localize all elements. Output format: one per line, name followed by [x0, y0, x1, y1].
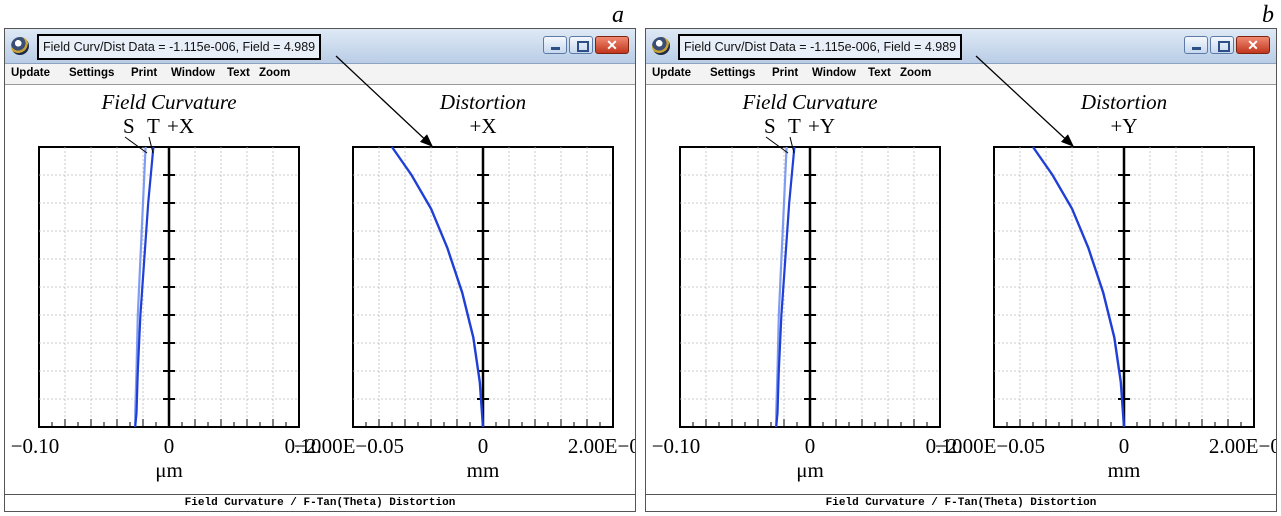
minimize-icon — [1185, 37, 1207, 53]
x-axis-label: mm — [467, 458, 500, 482]
legend-label-t: T — [147, 114, 160, 138]
panel-letter-b: b — [1262, 2, 1274, 28]
minimize-button[interactable] — [543, 36, 567, 54]
close-button[interactable]: ✕ — [595, 36, 629, 54]
tick-label: 0 — [1119, 434, 1130, 458]
tick-label: −0.10 — [652, 434, 701, 458]
distortion-plot: Distortion+X −2.00E−0.05 0 2.00E−0.05 mm — [294, 90, 666, 482]
axis-direction-label: +Y — [1110, 114, 1137, 138]
menu-text[interactable]: Text — [227, 67, 250, 79]
x-axis-label: mm — [1108, 458, 1141, 482]
plot-title: Field Curvature — [741, 90, 877, 114]
tick-label: 0 — [478, 434, 489, 458]
plot-area: Field Curvature S T +X −0.10 0 0.10 μm Distortio… — [5, 85, 666, 495]
menu-update[interactable]: Update — [652, 67, 691, 79]
legend-label-s: S — [123, 114, 135, 138]
titlebar[interactable]: Field Curv/Dist Data = -1.115e-006, Fiel… — [5, 29, 635, 64]
tick-label: −0.10 — [11, 434, 60, 458]
zemax-app-icon[interactable] — [652, 37, 670, 55]
menu-zoom[interactable]: Zoom — [259, 67, 291, 79]
tick-label: 2.00E−0.05 — [1209, 434, 1276, 458]
status-bar: Field Curvature / F-Tan(Theta) Distortio… — [5, 494, 635, 511]
menu-text[interactable]: Text — [868, 67, 891, 79]
window-a: Field Curv/Dist Data = -1.115e-006, Fiel… — [4, 28, 666, 512]
titlebar[interactable]: Field Curv/Dist Data = -1.115e-006, Fiel… — [646, 29, 1276, 64]
window-title: Field Curv/Dist Data = -1.115e-006, Fiel… — [37, 34, 322, 60]
series-line-s — [134, 146, 147, 427]
minimize-icon — [544, 37, 566, 53]
series-line-s — [775, 146, 788, 427]
status-bar: Field Curvature / F-Tan(Theta) Distortio… — [646, 494, 1276, 511]
x-axis-label: μm — [796, 458, 824, 482]
menu-print[interactable]: Print — [131, 67, 158, 79]
legend-label-t: T — [788, 114, 801, 138]
window-b: Field Curv/Dist Data = -1.115e-006, Fiel… — [645, 28, 1281, 512]
maximize-icon — [1211, 37, 1233, 53]
tick-label: 2.00E−0.05 — [568, 434, 635, 458]
series-line-t — [775, 146, 796, 428]
series-line-t — [134, 146, 155, 428]
plot-area: Field Curvature S T +Y −0.10 0 0.10 μm Distortio… — [646, 85, 1281, 495]
plot-title: Distortion — [439, 90, 526, 114]
tick-label: 0.10 — [285, 434, 322, 458]
menu-zoom[interactable]: Zoom — [900, 67, 932, 79]
tick-label: 0 — [805, 434, 816, 458]
menu-window[interactable]: Window — [812, 67, 856, 79]
menubar: Update Settings Print Window Text Zoom — [5, 64, 635, 85]
axis-direction-label: +X — [469, 114, 496, 138]
maximize-icon — [570, 37, 592, 53]
menu-window[interactable]: Window — [171, 67, 215, 79]
tick-label: −2.00E−0.05 — [294, 434, 404, 458]
legend-label-s: S — [764, 114, 776, 138]
close-icon: ✕ — [1247, 37, 1259, 53]
series-line-distortion — [391, 146, 485, 428]
maximize-button[interactable] — [1210, 36, 1234, 54]
series-line-distortion — [1032, 146, 1126, 428]
close-icon: ✕ — [606, 37, 618, 53]
window-title: Field Curv/Dist Data = -1.115e-006, Fiel… — [678, 34, 963, 60]
legend-leader-s — [124, 136, 148, 154]
distortion-plot: Distortion+Y −2.00E−0.05 0 2.00E−0.05 mm — [935, 90, 1281, 482]
tick-label: 0.10 — [926, 434, 963, 458]
panel-letter-a: a — [612, 2, 624, 28]
tick-label: 0 — [164, 434, 175, 458]
menu-update[interactable]: Update — [11, 67, 50, 79]
legend-leader-t — [789, 136, 795, 154]
x-axis-label: μm — [155, 458, 183, 482]
menu-settings[interactable]: Settings — [69, 67, 115, 79]
plot-title: Field Curvature — [100, 90, 236, 114]
close-button[interactable]: ✕ — [1236, 36, 1270, 54]
zemax-app-icon[interactable] — [11, 37, 29, 55]
legend-leader-t — [148, 136, 154, 154]
menu-print[interactable]: Print — [772, 67, 799, 79]
axis-direction-label: +Y — [808, 114, 835, 138]
maximize-button[interactable] — [569, 36, 593, 54]
plot-title: Distortion — [1080, 90, 1167, 114]
legend-leader-s — [765, 136, 789, 154]
tick-label: −2.00E−0.05 — [935, 434, 1045, 458]
axis-direction-label: +X — [167, 114, 194, 138]
menubar: Update Settings Print Window Text Zoom — [646, 64, 1276, 85]
minimize-button[interactable] — [1184, 36, 1208, 54]
menu-settings[interactable]: Settings — [710, 67, 756, 79]
